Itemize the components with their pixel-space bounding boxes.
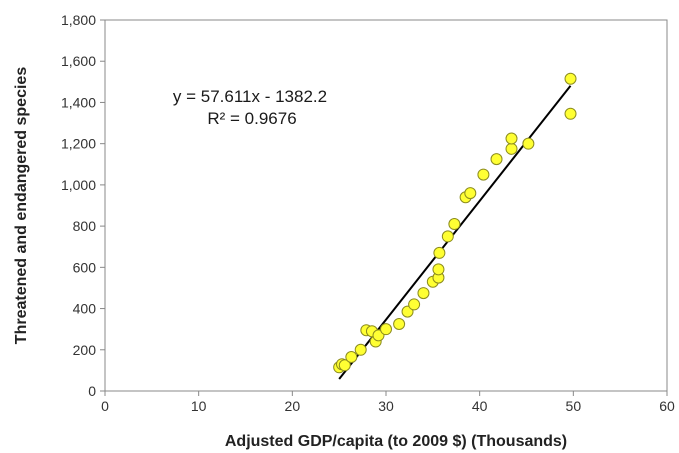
data-point bbox=[433, 246, 446, 259]
y-tick-label: 0 bbox=[88, 383, 96, 399]
data-point bbox=[408, 298, 421, 311]
data-point bbox=[432, 263, 445, 276]
y-tick-label: 1,600 bbox=[61, 53, 96, 69]
y-tick-label: 1,200 bbox=[61, 136, 96, 152]
data-point bbox=[380, 323, 392, 336]
y-tick-label: 200 bbox=[73, 342, 97, 358]
x-tick-label: 60 bbox=[659, 398, 675, 414]
data-point bbox=[477, 168, 490, 181]
data-points bbox=[333, 72, 577, 374]
data-point bbox=[464, 187, 477, 200]
trendline-equation: y = 57.611x - 1382.2 bbox=[173, 87, 327, 106]
data-point bbox=[522, 137, 535, 150]
data-point bbox=[338, 359, 351, 372]
data-point bbox=[393, 318, 406, 331]
x-tick-label: 0 bbox=[101, 398, 109, 414]
x-tick-label: 50 bbox=[566, 398, 582, 414]
y-tick-label: 600 bbox=[73, 259, 97, 275]
x-tick-label: 30 bbox=[378, 398, 394, 414]
y-tick-label: 800 bbox=[73, 218, 97, 234]
x-tick-label: 10 bbox=[191, 398, 207, 414]
data-point bbox=[564, 107, 577, 120]
data-point bbox=[490, 153, 503, 166]
data-point bbox=[441, 230, 454, 243]
y-tick-label: 1,400 bbox=[61, 94, 96, 110]
data-point bbox=[448, 218, 461, 231]
plot-area bbox=[104, 19, 668, 392]
y-tick-label: 1,000 bbox=[61, 177, 96, 193]
x-tick-label: 20 bbox=[285, 398, 301, 414]
x-tick-label: 40 bbox=[472, 398, 488, 414]
data-point bbox=[505, 142, 518, 155]
data-point bbox=[417, 287, 430, 300]
y-axis-title: Threatened and endangered species bbox=[13, 67, 30, 345]
data-point bbox=[354, 343, 367, 356]
data-point bbox=[345, 350, 358, 363]
y-tick-label: 1,800 bbox=[61, 12, 96, 28]
y-axis-ticks: 0 200 400 600 800 1,000 1,200 1,400 1,600 1,800 bbox=[61, 12, 105, 399]
y-tick-label: 400 bbox=[73, 301, 97, 317]
r-squared-label: R² = 0.9676 bbox=[207, 109, 296, 128]
data-point bbox=[564, 72, 577, 85]
data-point bbox=[505, 132, 518, 145]
x-axis-title: Adjusted GDP/capita (to 2009 $) (Thousan… bbox=[225, 433, 567, 450]
x-axis-ticks: 0 10 20 30 40 50 60 bbox=[101, 391, 675, 414]
